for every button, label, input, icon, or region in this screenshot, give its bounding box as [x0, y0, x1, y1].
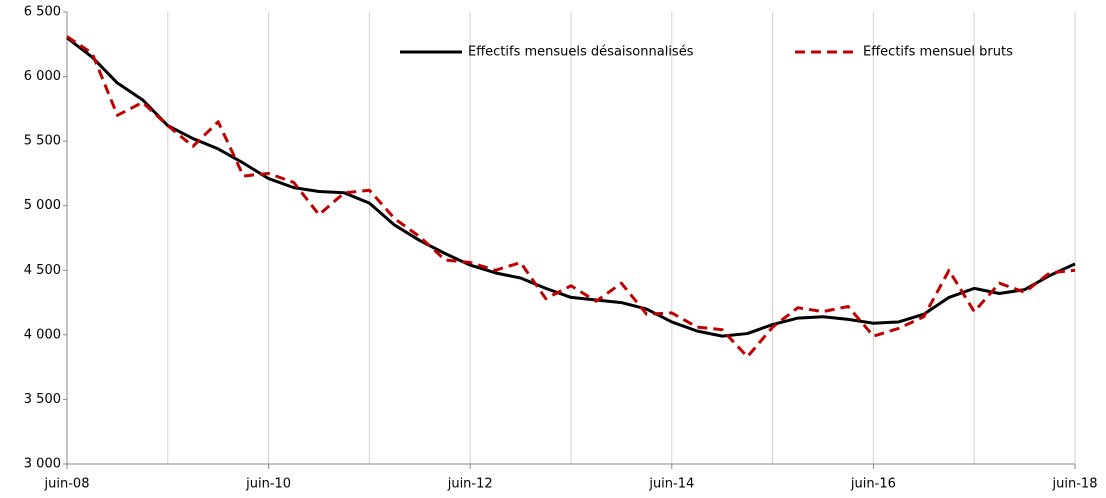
legend-label: Effectifs mensuels désaisonnalisés	[468, 45, 694, 60]
y-tick-label: 6 000	[24, 69, 61, 84]
x-tick-label: juin-14	[648, 477, 694, 492]
y-tick-label: 6 500	[24, 5, 61, 20]
x-tick-label: juin-08	[44, 477, 90, 492]
y-tick-label: 4 500	[24, 263, 61, 278]
legend-label: Effectifs mensuel bruts	[863, 45, 1013, 60]
x-tick-label: juin-16	[850, 477, 896, 492]
series-line	[66, 35, 1076, 359]
x-tick-label: juin-18	[1052, 477, 1098, 492]
y-tick-label: 5 000	[24, 198, 61, 213]
series-line	[66, 36, 1076, 338]
x-tick-label: juin-10	[245, 477, 291, 492]
y-tick-label: 4 000	[24, 327, 61, 342]
y-tick-label: 3 500	[24, 392, 61, 407]
y-tick-label: 3 000	[24, 457, 61, 472]
y-tick-label: 5 500	[24, 134, 61, 149]
x-tick-label: juin-12	[447, 477, 493, 492]
